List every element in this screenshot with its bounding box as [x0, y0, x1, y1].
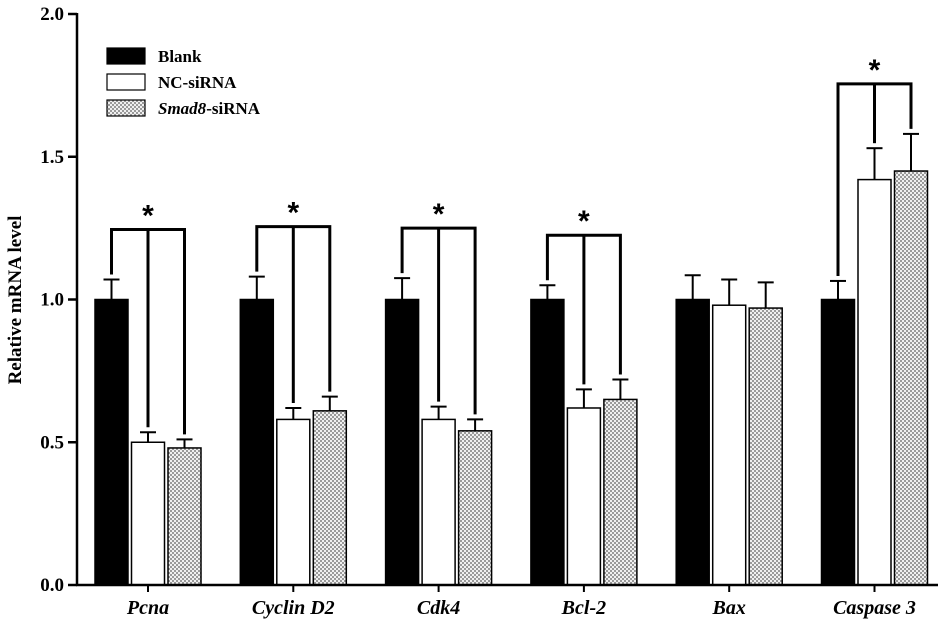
legend-label-suffix: -siRNA: [206, 99, 261, 118]
error-bars-group: [103, 132, 919, 448]
bar: [130, 441, 166, 586]
bar: [384, 298, 420, 586]
y-axis-label: Relative mRNA level: [5, 216, 26, 385]
legend-label-italic: Smad8: [158, 99, 207, 118]
x-category-label: Bcl-2: [561, 597, 606, 619]
bar: [312, 410, 348, 586]
significance-star: *: [142, 200, 154, 233]
bar: [893, 170, 929, 586]
bar: [857, 178, 892, 586]
y-tick-label: 0.0: [40, 575, 64, 596]
bars-group: [94, 170, 929, 586]
bar: [530, 298, 565, 586]
significance-group: * * * * *: [110, 54, 913, 435]
bar: [820, 298, 856, 586]
bar: [566, 407, 602, 586]
y-tick-label: 0.5: [40, 432, 64, 453]
x-category-label: Bax: [712, 597, 746, 619]
significance-star: *: [578, 205, 590, 238]
y-tick-label: 1.0: [40, 290, 64, 311]
legend-swatch: [106, 73, 146, 91]
bar: [457, 430, 493, 586]
x-axis: Pcna Cyclin D2 Cdk4 Bcl-2 Bax Caspase 3: [76, 583, 938, 619]
legend-label: Blank: [158, 47, 202, 66]
legend-label: NC-siRNA: [158, 73, 237, 92]
legend-label: Smad8-siRNA: [158, 99, 261, 118]
bar: [167, 447, 202, 586]
y-tick-label: 2.0: [40, 4, 64, 25]
significance-star: *: [869, 54, 881, 87]
legend-swatch: [106, 47, 146, 65]
x-category-label: Cyclin D2: [252, 597, 335, 619]
bar: [94, 298, 129, 586]
legend-swatch: [106, 99, 146, 117]
x-category-label: Caspase 3: [833, 597, 916, 619]
bar: [675, 298, 710, 586]
significance-star: *: [433, 198, 445, 231]
x-category-label: Pcna: [126, 597, 169, 619]
bar: [239, 298, 275, 586]
bar: [748, 307, 783, 586]
bar: [603, 398, 638, 586]
legend: Blank NC-siRNA Smad8-siRNA: [106, 47, 261, 118]
y-tick-label: 1.5: [40, 147, 64, 168]
significance-star: *: [287, 197, 299, 230]
bar: [711, 304, 747, 586]
bar: [276, 418, 311, 586]
x-category-label: Cdk4: [417, 597, 460, 619]
y-axis: 0.0 0.5 1.0 1.5 2.0: [40, 4, 79, 596]
bar: [421, 418, 456, 586]
